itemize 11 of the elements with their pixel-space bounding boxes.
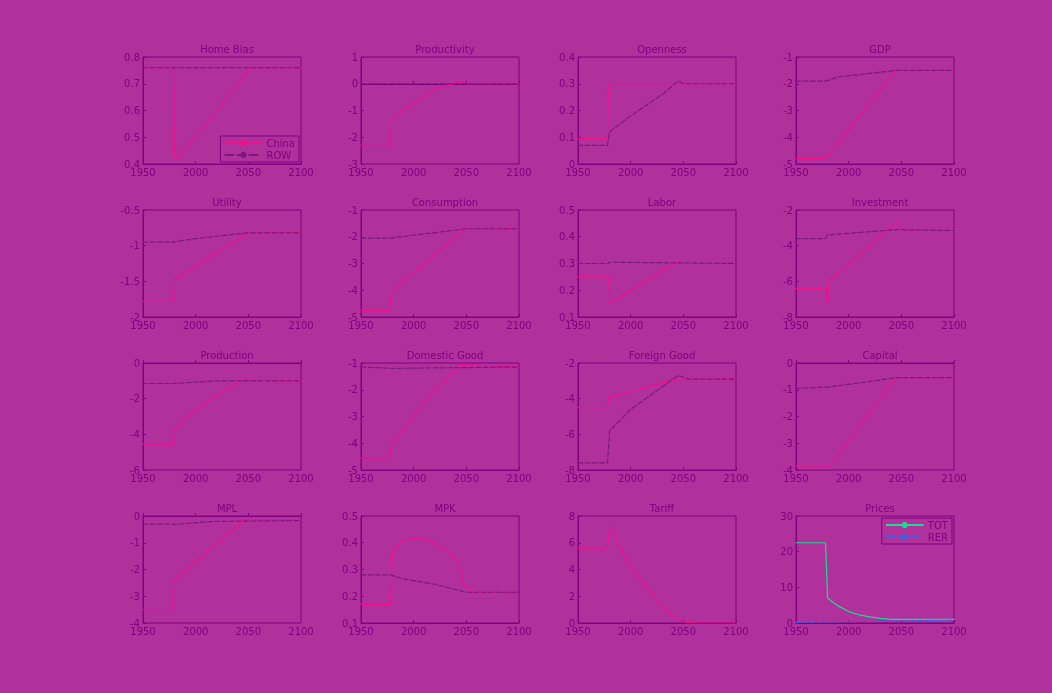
line-series bbox=[142, 378, 302, 445]
line-series bbox=[795, 377, 955, 390]
line-series bbox=[360, 80, 520, 146]
line-series bbox=[795, 221, 955, 306]
line-series bbox=[360, 226, 520, 311]
line-series bbox=[360, 536, 520, 605]
line-series bbox=[577, 374, 737, 464]
line-series bbox=[577, 260, 737, 305]
line-series bbox=[795, 229, 955, 240]
line-series bbox=[360, 363, 520, 459]
line-series bbox=[360, 574, 520, 593]
